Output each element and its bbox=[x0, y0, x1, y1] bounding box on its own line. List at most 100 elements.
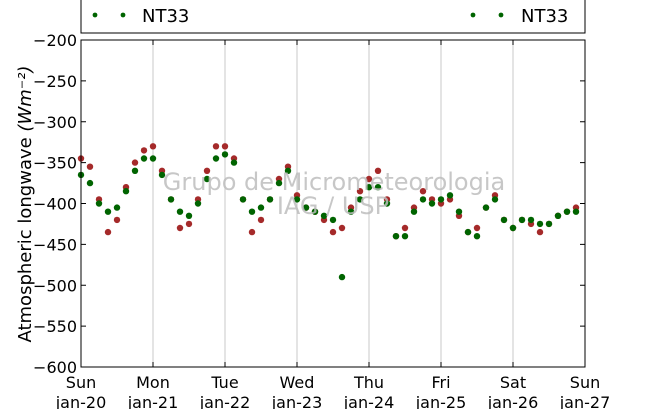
data-point bbox=[113, 204, 121, 211]
data-point bbox=[554, 212, 562, 219]
data-point bbox=[239, 196, 247, 203]
x-tick-label-day: Sat bbox=[500, 373, 526, 392]
data-point bbox=[464, 228, 472, 236]
watermark-line-2: IAG / USP bbox=[277, 192, 389, 220]
data-point bbox=[401, 233, 409, 240]
data-point bbox=[266, 196, 274, 203]
data-point bbox=[167, 196, 175, 203]
data-point bbox=[104, 228, 112, 236]
legend-entry-right: NT33 bbox=[470, 6, 568, 27]
data-point bbox=[392, 233, 400, 240]
data-point bbox=[437, 196, 445, 203]
x-tick-label-date: jan-26 bbox=[487, 393, 539, 409]
data-point bbox=[374, 167, 382, 174]
data-point bbox=[563, 208, 571, 215]
data-point bbox=[185, 212, 193, 219]
data-point bbox=[275, 179, 283, 187]
data-point bbox=[383, 200, 391, 207]
data-point bbox=[338, 273, 346, 281]
data-point bbox=[248, 208, 256, 215]
y-tick-label: −500 bbox=[33, 276, 77, 295]
legend-label-right: NT33 bbox=[521, 6, 568, 27]
x-tick-label-date: jan-25 bbox=[415, 393, 467, 409]
data-point bbox=[140, 155, 148, 162]
data-point bbox=[149, 155, 157, 162]
data-point bbox=[185, 220, 193, 228]
x-tick-label-day: Sun bbox=[66, 373, 96, 392]
data-point bbox=[410, 208, 418, 215]
x-axis: Sunjan-20Monjan-21Tuejan-22Wedjan-23Thuj… bbox=[55, 40, 610, 409]
data-point bbox=[374, 184, 382, 191]
legend-entry-left: NT33 bbox=[92, 6, 189, 27]
data-point bbox=[482, 204, 490, 211]
data-point bbox=[230, 159, 238, 166]
data-point bbox=[284, 167, 292, 174]
data-point bbox=[419, 188, 427, 195]
data-point bbox=[86, 163, 94, 170]
data-point bbox=[455, 208, 463, 215]
data-point bbox=[527, 216, 535, 224]
x-tick-label-day: Tue bbox=[210, 373, 238, 392]
y-tick-label: −300 bbox=[33, 113, 77, 132]
y-axis: −200 −250 −300 −350 −400 −450 −500 −550 −600 bbox=[33, 31, 585, 377]
y-tick-label: −550 bbox=[33, 317, 77, 336]
data-point bbox=[176, 208, 184, 215]
data-point bbox=[95, 200, 103, 207]
x-tick-label-day: Fri bbox=[431, 373, 450, 392]
data-point bbox=[356, 188, 364, 195]
data-point bbox=[203, 175, 211, 183]
y-axis-label-unit: (Wm⁻²) bbox=[15, 65, 36, 131]
data-point bbox=[131, 159, 139, 166]
y-tick-label: −350 bbox=[33, 154, 77, 173]
legend-marker bbox=[498, 12, 504, 18]
data-point bbox=[104, 208, 112, 215]
data-point bbox=[365, 184, 373, 191]
y-tick-label: −450 bbox=[33, 235, 77, 254]
x-tick-label-date: jan-23 bbox=[271, 393, 323, 409]
x-tick-label-day: Mon bbox=[136, 373, 170, 392]
data-point bbox=[293, 196, 301, 203]
data-point bbox=[149, 143, 157, 150]
data-point bbox=[86, 179, 94, 187]
y-tick-label: −600 bbox=[33, 358, 77, 377]
data-point bbox=[302, 204, 310, 211]
data-point bbox=[338, 224, 346, 232]
data-point bbox=[212, 143, 220, 150]
data-point bbox=[158, 171, 166, 179]
data-point bbox=[257, 216, 265, 224]
data-point bbox=[329, 228, 337, 236]
data-point bbox=[545, 220, 553, 228]
data-point bbox=[257, 204, 265, 211]
data-point bbox=[446, 192, 454, 199]
data-point bbox=[491, 196, 499, 203]
y-tick-label: −250 bbox=[33, 72, 77, 91]
data-point bbox=[311, 208, 319, 215]
x-tick-label-day: Wed bbox=[280, 373, 315, 392]
data-point bbox=[113, 216, 121, 224]
data-point bbox=[509, 224, 517, 232]
data-point bbox=[212, 155, 220, 162]
legend-marker bbox=[92, 12, 98, 18]
data-point bbox=[329, 216, 337, 224]
data-point bbox=[140, 147, 148, 154]
data-point bbox=[401, 224, 409, 232]
data-point bbox=[518, 216, 526, 224]
x-tick-label-date: jan-20 bbox=[55, 393, 107, 409]
y-axis-label-text: Atmospheric longwave bbox=[15, 137, 36, 342]
data-point bbox=[203, 167, 211, 174]
series-layer bbox=[77, 143, 580, 281]
y-axis-label: Atmospheric longwave (Wm⁻²) bbox=[15, 65, 36, 342]
x-tick-label-day: Sun bbox=[570, 373, 600, 392]
x-tick-label-day: Thu bbox=[353, 373, 384, 392]
data-point bbox=[356, 196, 364, 203]
data-point bbox=[419, 196, 427, 203]
watermark-line-1: Grupo de Micrometeorologia bbox=[163, 168, 505, 196]
legend-label-left: NT33 bbox=[142, 6, 189, 27]
data-point bbox=[572, 208, 580, 215]
plot-area bbox=[81, 40, 585, 367]
data-point bbox=[176, 224, 184, 232]
data-point bbox=[248, 228, 256, 236]
data-point bbox=[347, 208, 355, 215]
data-point bbox=[473, 233, 481, 240]
data-point bbox=[221, 151, 229, 158]
